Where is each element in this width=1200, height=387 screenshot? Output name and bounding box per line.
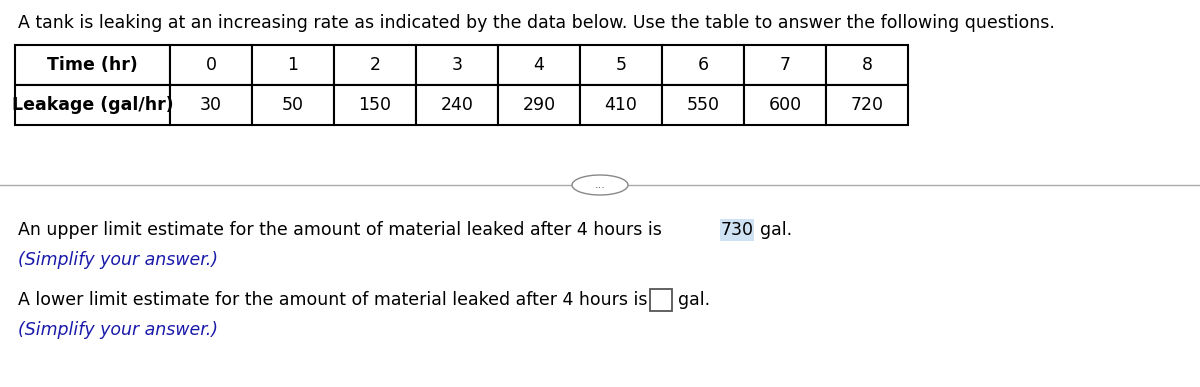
Text: gal.: gal. <box>760 221 792 239</box>
Text: 150: 150 <box>359 96 391 114</box>
Bar <box>498 85 580 125</box>
Bar <box>334 85 416 125</box>
Text: 0: 0 <box>205 56 216 74</box>
Text: 550: 550 <box>686 96 720 114</box>
Bar <box>744 45 826 85</box>
Bar <box>170 45 252 85</box>
Text: 5: 5 <box>616 56 626 74</box>
Text: A tank is leaking at an increasing rate as indicated by the data below. Use the : A tank is leaking at an increasing rate … <box>18 14 1055 32</box>
Bar <box>170 85 252 125</box>
Text: (Simplify your answer.): (Simplify your answer.) <box>18 251 218 269</box>
Text: 2: 2 <box>370 56 380 74</box>
Text: Leakage (gal/hr): Leakage (gal/hr) <box>12 96 173 114</box>
Bar <box>826 85 908 125</box>
Bar <box>334 45 416 85</box>
Text: 290: 290 <box>522 96 556 114</box>
Text: (Simplify your answer.): (Simplify your answer.) <box>18 321 218 339</box>
Bar <box>580 45 662 85</box>
Text: 1: 1 <box>288 56 299 74</box>
Text: 600: 600 <box>768 96 802 114</box>
Text: gal.: gal. <box>678 291 710 309</box>
Bar <box>720 219 754 241</box>
Bar <box>14 45 170 85</box>
Bar <box>498 45 580 85</box>
Text: A lower limit estimate for the amount of material leaked after 4 hours is: A lower limit estimate for the amount of… <box>18 291 648 309</box>
Text: 720: 720 <box>851 96 883 114</box>
Text: An upper limit estimate for the amount of material leaked after 4 hours is: An upper limit estimate for the amount o… <box>18 221 662 239</box>
Text: Time (hr): Time (hr) <box>47 56 138 74</box>
Text: 4: 4 <box>534 56 545 74</box>
Text: 410: 410 <box>605 96 637 114</box>
Text: 6: 6 <box>697 56 708 74</box>
Text: 50: 50 <box>282 96 304 114</box>
Bar <box>826 45 908 85</box>
Bar <box>662 45 744 85</box>
Ellipse shape <box>572 175 628 195</box>
Text: ...: ... <box>594 180 606 190</box>
Text: 8: 8 <box>862 56 872 74</box>
Bar <box>252 45 334 85</box>
Bar <box>416 85 498 125</box>
Bar <box>662 85 744 125</box>
Bar <box>14 85 170 125</box>
Text: 3: 3 <box>451 56 462 74</box>
Bar <box>252 85 334 125</box>
Text: 7: 7 <box>780 56 791 74</box>
Text: 730: 730 <box>720 221 754 239</box>
Bar <box>744 85 826 125</box>
Bar <box>416 45 498 85</box>
Text: 240: 240 <box>440 96 474 114</box>
Bar <box>650 289 672 311</box>
Text: 30: 30 <box>200 96 222 114</box>
Bar <box>580 85 662 125</box>
